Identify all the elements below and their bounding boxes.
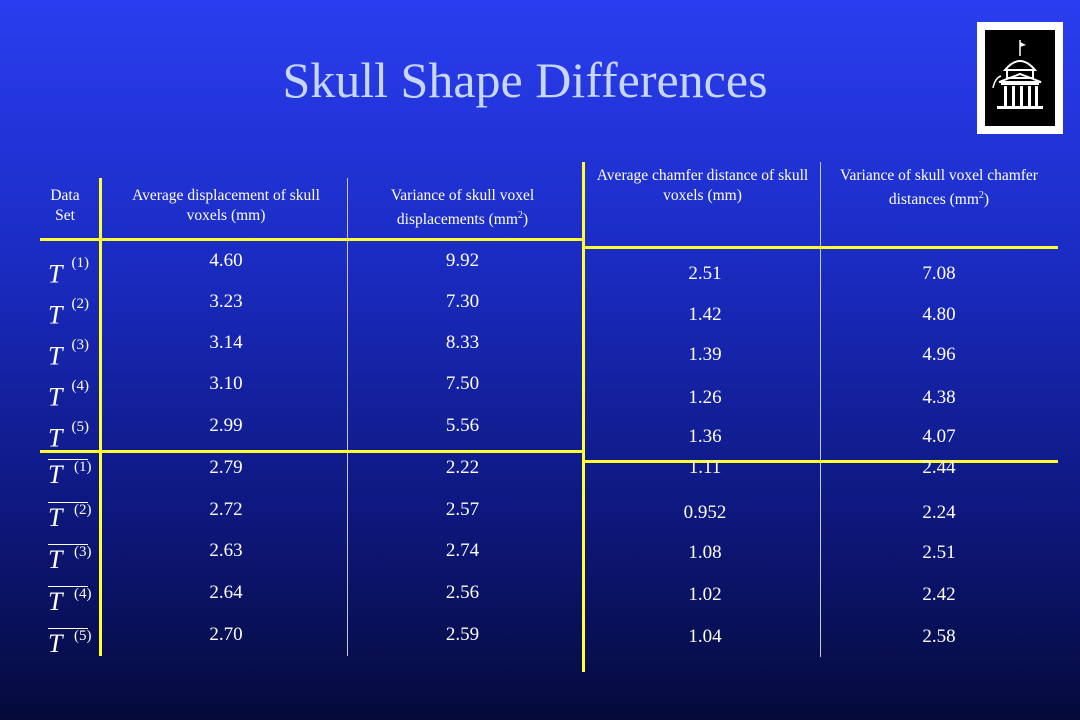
var-chamfer-cell: 4.07 [922, 426, 956, 447]
university-building-icon [992, 40, 1043, 109]
university-logo [977, 22, 1063, 134]
unit-close: ) [522, 211, 529, 229]
var-displacement-cell: 2.22 [445, 457, 480, 478]
unit-close: ) [983, 191, 990, 209]
avg-chamfer-cell: 1.02 [688, 584, 722, 605]
row-label-mean: T (5) [48, 628, 92, 658]
var-displacement-cell: 5.56 [445, 415, 480, 436]
avg-displacement-cell: 2.79 [209, 457, 243, 478]
row-label-mean: T (4) [48, 586, 92, 616]
var-chamfer-cell: 2.24 [922, 502, 956, 523]
header-variance-chamfer-text: Variance of skull voxel chamfer distance… [840, 167, 1038, 209]
avg-chamfer-cell: 1.11 [688, 457, 722, 478]
header-average-chamfer: Average chamfer distance of skull voxels… [596, 167, 809, 204]
var-chamfer-cell: 4.80 [922, 304, 956, 325]
row-label: T (2) [48, 296, 89, 330]
row-label-divider [99, 178, 102, 656]
var-displacement-cell: 7.50 [445, 373, 480, 394]
avg-chamfer-cell: 1.08 [688, 542, 722, 563]
avg-chamfer-cell: 1.04 [688, 626, 722, 647]
avg-chamfer-cell: 0.952 [683, 502, 727, 523]
unit-superscript: 2 [978, 190, 984, 201]
avg-chamfer-cell: 1.36 [688, 426, 722, 447]
avg-chamfer-cell: 2.51 [688, 263, 722, 284]
row-label-mean: T (1) [48, 459, 92, 489]
row-label-mean: T (2) [48, 502, 92, 532]
var-displacement-cell: 2.59 [445, 624, 480, 645]
right-header-rule [582, 246, 1058, 249]
table-center-divider [582, 162, 585, 672]
row-label: T (5) [48, 419, 89, 453]
left-group-rule [40, 450, 585, 453]
left-header-rule [40, 238, 585, 241]
var-chamfer-cell: 2.44 [922, 457, 956, 478]
avg-displacement-cell: 2.64 [209, 582, 243, 603]
slide-title: Skull Shape Differences [282, 52, 768, 108]
row-label-mean: T (3) [48, 544, 92, 574]
var-chamfer-cell: 7.08 [922, 263, 956, 284]
var-displacement-cell: 9.92 [445, 250, 480, 271]
header-variance-displacement-text: Variance of skull voxel displacements (m… [390, 187, 535, 229]
avg-displacement-cell: 2.99 [209, 415, 243, 436]
var-chamfer-cell: 4.96 [922, 344, 956, 365]
var-displacement-cell: 2.74 [445, 540, 480, 561]
var-displacement-cell: 2.57 [445, 499, 480, 520]
header-average-displacement: Average displacement of skull voxels (mm… [132, 187, 320, 224]
column-divider [347, 178, 348, 656]
var-displacement-cell: 7.30 [445, 291, 480, 312]
avg-displacement-cell: 2.70 [209, 624, 243, 645]
var-chamfer-cell: 4.38 [922, 387, 956, 408]
column-divider [820, 162, 821, 657]
right-group-rule [582, 460, 1058, 463]
avg-displacement-cell: 2.72 [209, 499, 243, 520]
header-variance-displacement: Variance of skull voxel displacements (m… [355, 186, 570, 230]
avg-displacement-cell: 3.10 [209, 373, 243, 394]
avg-displacement-cell: 3.23 [209, 291, 243, 312]
var-displacement-cell: 8.33 [445, 332, 480, 353]
row-label: T (4) [48, 378, 89, 412]
var-displacement-cell: 2.56 [445, 582, 480, 603]
header-variance-chamfer: Variance of skull voxel chamfer distance… [828, 166, 1050, 210]
row-label: T (1) [48, 255, 89, 289]
row-label: T (3) [48, 337, 89, 371]
var-chamfer-cell: 2.58 [922, 626, 956, 647]
var-chamfer-cell: 2.42 [922, 584, 956, 605]
avg-displacement-cell: 3.14 [209, 332, 243, 353]
avg-displacement-cell: 2.63 [209, 540, 243, 561]
avg-chamfer-cell: 1.42 [688, 304, 722, 325]
var-chamfer-cell: 2.51 [922, 542, 956, 563]
avg-chamfer-cell: 1.39 [688, 344, 722, 365]
avg-chamfer-cell: 1.26 [688, 387, 722, 408]
unit-superscript: 2 [517, 210, 523, 221]
header-data-set: Data Set [50, 187, 80, 224]
avg-displacement-cell: 4.60 [209, 250, 243, 271]
